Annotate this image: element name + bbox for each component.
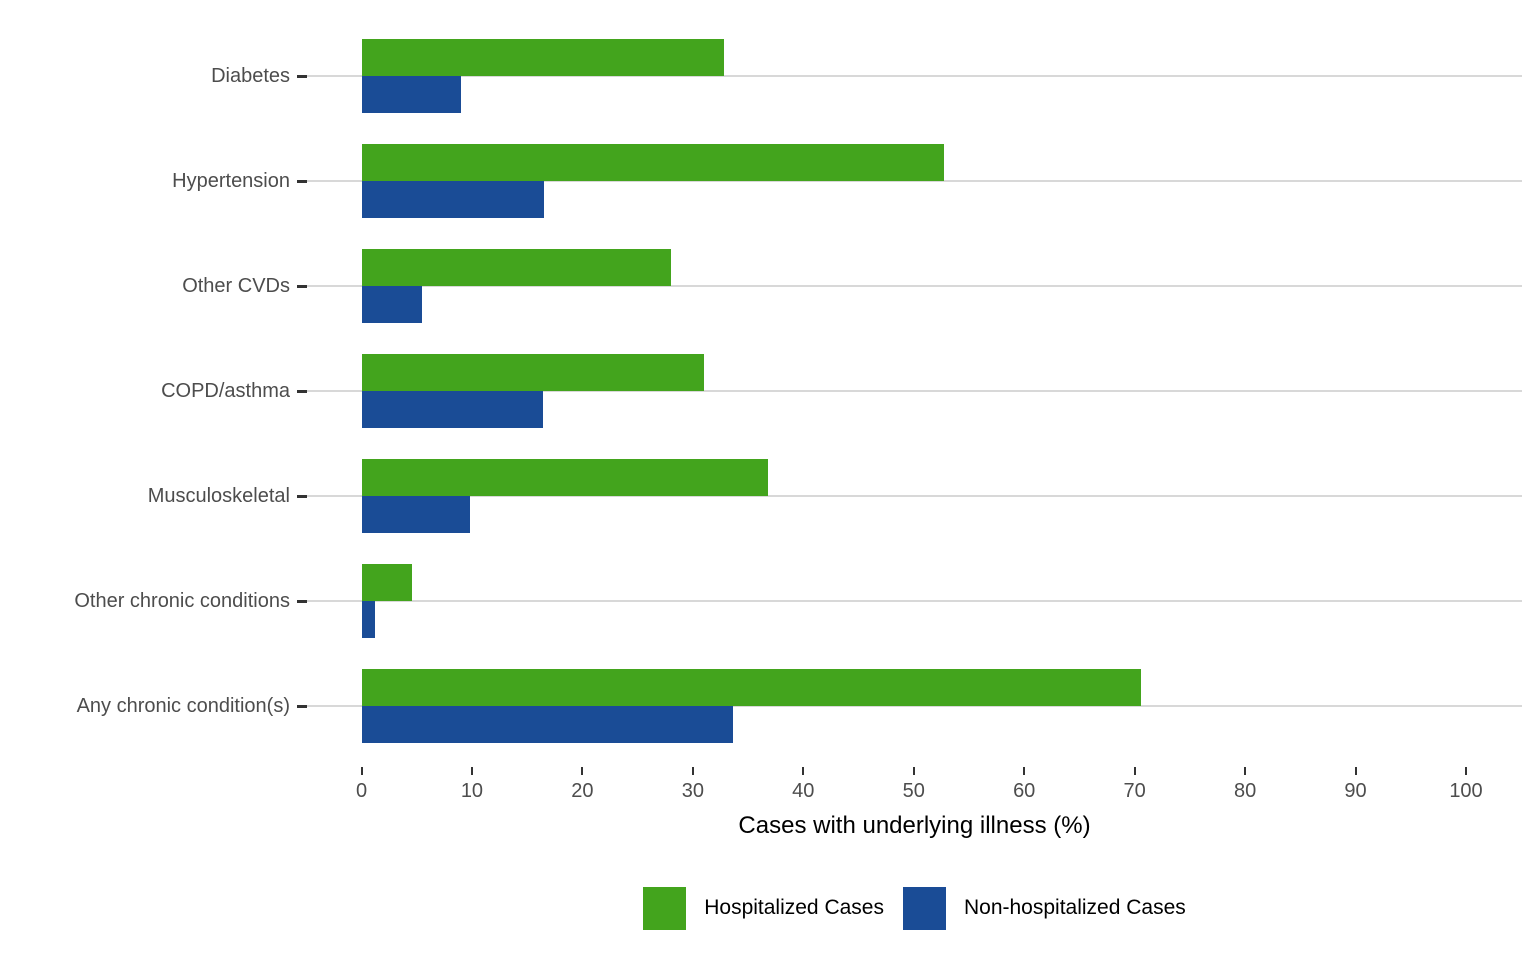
bar-hospitalized-cases-other-chronic-conditions	[361, 564, 413, 601]
y-tick-other-cvds	[297, 285, 307, 288]
x-tick-label-30: 30	[681, 780, 704, 802]
gridline-any-chronic-condition-s	[307, 705, 1522, 707]
x-tick-80	[1244, 767, 1247, 775]
bar-non-hospitalized-cases-diabetes	[361, 76, 461, 113]
category-label-other-cvds: Other CVDs	[182, 275, 290, 297]
legend-key-non-hospitalized-swatch	[902, 886, 946, 930]
bar-hospitalized-cases-musculoskeletal	[361, 459, 768, 496]
y-tick-diabetes	[297, 75, 307, 78]
legend-label-hospitalized: Hospitalized Cases	[704, 896, 884, 919]
x-tick-10	[470, 767, 473, 775]
x-tick-label-40: 40	[792, 780, 815, 802]
x-tick-label-100: 100	[1449, 780, 1483, 802]
gridline-copd-asthma	[307, 390, 1522, 392]
gridline-other-chronic-conditions	[307, 600, 1522, 602]
gridline-musculoskeletal	[307, 495, 1522, 497]
bar-non-hospitalized-cases-hypertension	[361, 181, 544, 218]
x-tick-90	[1354, 767, 1357, 775]
gridline-hypertension	[307, 180, 1522, 182]
x-tick-label-90: 90	[1344, 780, 1367, 802]
bar-hospitalized-cases-hypertension	[361, 144, 944, 181]
legend: Hospitalized Cases Non-hospitalized Case…	[307, 886, 1522, 930]
bar-non-hospitalized-cases-copd-asthma	[361, 391, 543, 428]
bar-hospitalized-cases-other-cvds	[361, 249, 671, 286]
bar-hospitalized-cases-any-chronic-condition-s	[361, 669, 1142, 706]
x-tick-70	[1133, 767, 1136, 775]
y-tick-hypertension	[297, 180, 307, 183]
category-label-diabetes: Diabetes	[211, 65, 290, 87]
category-label-any-chronic-condition-s: Any chronic condition(s)	[76, 695, 290, 717]
category-label-copd-asthma: COPD/asthma	[161, 380, 290, 402]
bar-hospitalized-cases-copd-asthma	[361, 354, 704, 391]
legend-label-non-hospitalized: Non-hospitalized Cases	[963, 896, 1186, 919]
legend-entry-hospitalized: Hospitalized Cases	[643, 886, 884, 930]
bar-non-hospitalized-cases-musculoskeletal	[361, 496, 470, 533]
x-tick-label-50: 50	[902, 780, 925, 802]
bar-non-hospitalized-cases-any-chronic-condition-s	[361, 706, 733, 743]
category-label-other-chronic-conditions: Other chronic conditions	[74, 590, 290, 612]
x-tick-label-0: 0	[355, 780, 368, 802]
x-tick-60	[1023, 767, 1026, 775]
legend-key-hospitalized-swatch	[643, 886, 687, 930]
x-tick-100	[1465, 767, 1467, 775]
x-tick-40	[802, 767, 805, 775]
bar-hospitalized-cases-diabetes	[361, 39, 724, 76]
x-tick-label-70: 70	[1123, 780, 1146, 802]
category-label-musculoskeletal: Musculoskeletal	[147, 485, 290, 507]
x-tick-30	[691, 767, 694, 775]
category-label-hypertension: Hypertension	[172, 170, 290, 192]
y-tick-musculoskeletal	[297, 495, 307, 498]
x-tick-label-80: 80	[1233, 780, 1257, 802]
legend-entry-non-hospitalized: Non-hospitalized Cases	[902, 886, 1186, 930]
bar-non-hospitalized-cases-other-chronic-conditions	[361, 601, 375, 638]
gridline-diabetes	[307, 75, 1522, 77]
x-tick-label-20: 20	[571, 780, 594, 802]
x-tick-label-10: 10	[460, 780, 484, 802]
x-tick-20	[581, 767, 584, 775]
x-tick-label-60: 60	[1013, 780, 1036, 802]
bar-non-hospitalized-cases-other-cvds	[361, 286, 423, 323]
y-tick-any-chronic-condition-s	[297, 705, 307, 708]
x-tick-50	[912, 767, 915, 775]
x-tick-0	[360, 767, 363, 775]
x-axis-title: Cases with underlying illness (%)	[738, 812, 1091, 839]
y-tick-other-chronic-conditions	[297, 600, 307, 603]
gridline-other-cvds	[307, 285, 1522, 287]
y-tick-copd-asthma	[297, 390, 307, 393]
